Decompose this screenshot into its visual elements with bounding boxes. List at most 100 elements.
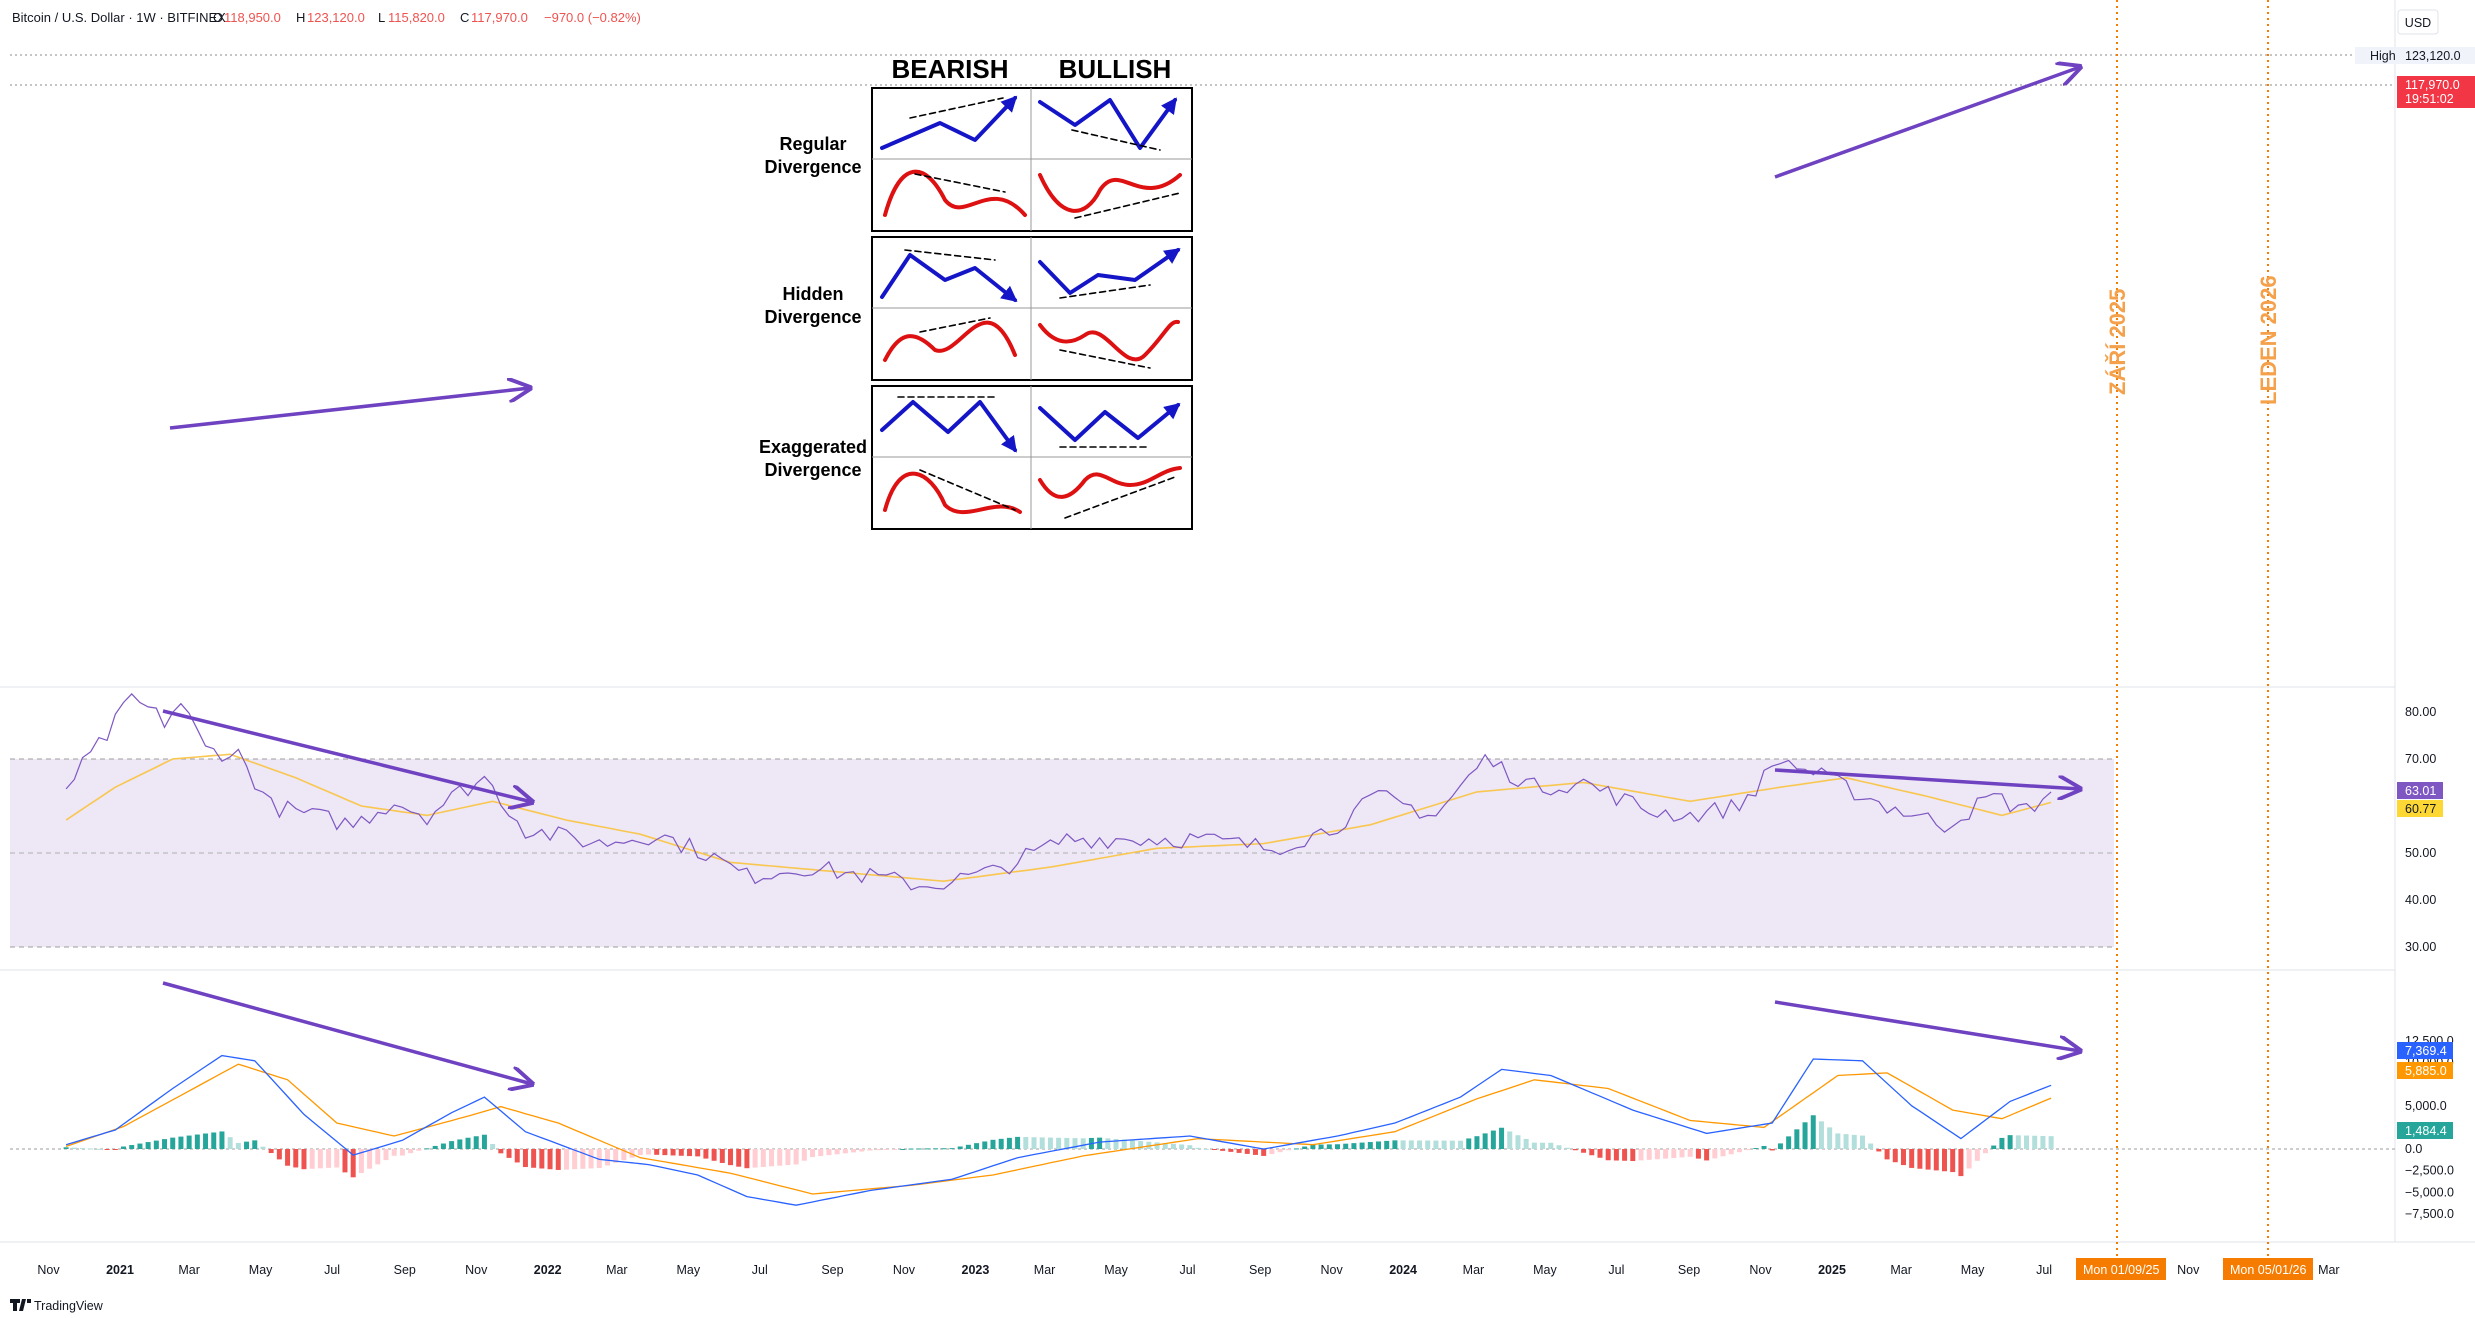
histogram-bar xyxy=(1105,1138,1111,1149)
histogram-bar xyxy=(1966,1149,1972,1169)
price-axis[interactable]: 120,000.0110,000.0100,000.090,000.080,00… xyxy=(2405,0,2461,1221)
histogram-bar xyxy=(883,1149,889,1150)
tradingview-branding[interactable]: TradingView xyxy=(10,1299,104,1313)
histogram-bar xyxy=(1704,1149,1710,1161)
histogram-bar xyxy=(1351,1143,1357,1149)
histogram-bar xyxy=(1876,1149,1882,1152)
time-tick-label: 2023 xyxy=(962,1263,990,1277)
histogram-bar xyxy=(1777,1143,1783,1149)
histogram-bar xyxy=(1695,1149,1701,1159)
macd-series xyxy=(65,1054,2052,1206)
histogram-bar xyxy=(1983,1149,1989,1154)
histogram-bar xyxy=(1384,1140,1390,1149)
histogram-bar xyxy=(769,1149,775,1167)
histogram-bar xyxy=(1974,1149,1980,1161)
price-badges: High 123,120.0 117,970.0 19:51:02 xyxy=(2355,47,2475,108)
histogram-bar xyxy=(137,1143,143,1149)
histogram-bar xyxy=(2048,1136,2054,1149)
event-label: LEDEN 2026 xyxy=(2256,275,2281,405)
histogram-bar xyxy=(1441,1140,1447,1149)
histogram-bar xyxy=(203,1133,209,1149)
divergence-arrow xyxy=(162,981,532,1084)
histogram-bar xyxy=(260,1146,266,1149)
histogram-bar xyxy=(1958,1149,1964,1177)
histogram-bar xyxy=(1712,1149,1718,1159)
macd-badges: 7,369.4 5,885.0 1,484.4 xyxy=(2397,1042,2453,1139)
histogram-bar xyxy=(1064,1137,1070,1149)
histogram-bar xyxy=(933,1148,939,1150)
histogram-bar xyxy=(440,1143,446,1149)
histogram-bar xyxy=(88,1148,94,1150)
histogram-bar xyxy=(2024,1135,2030,1149)
histogram-bar xyxy=(555,1149,561,1170)
histogram-bar xyxy=(1277,1149,1283,1153)
histogram-bar xyxy=(1933,1149,1939,1171)
histogram-bar xyxy=(793,1149,799,1165)
symbol-header[interactable]: Bitcoin / U.S. Dollar · 1W · BITFINEX O … xyxy=(12,10,641,25)
histogram-bar xyxy=(1818,1121,1824,1149)
currency-label[interactable]: USD xyxy=(2405,16,2431,30)
histogram-bar xyxy=(531,1149,537,1168)
low-value: 115,820.0 xyxy=(388,10,445,25)
histogram-bar xyxy=(949,1148,955,1150)
inset-row-label: Hidden xyxy=(783,284,844,304)
change-value: −970.0 (−0.82%) xyxy=(544,10,641,25)
histogram-bar xyxy=(1687,1149,1693,1157)
time-tick-label: Sep xyxy=(1678,1263,1700,1277)
symbol-title[interactable]: Bitcoin / U.S. Dollar · 1W · BITFINEX xyxy=(12,10,226,25)
histogram-bar xyxy=(1474,1136,1480,1149)
histogram-bar xyxy=(572,1149,578,1170)
time-axis[interactable]: Nov 2021 Mar May Jul Sep Nov 2022 Mar May Jul Sep No… xyxy=(37,1263,2339,1277)
histogram-bar xyxy=(908,1148,914,1150)
histogram-bar xyxy=(1999,1137,2005,1149)
histogram-bar xyxy=(80,1148,86,1150)
histogram-bar xyxy=(1843,1134,1849,1149)
histogram-bar xyxy=(1433,1140,1439,1149)
histogram-bar xyxy=(522,1149,528,1168)
last-price-badge: 117,970.0 xyxy=(2405,78,2460,92)
histogram-bar xyxy=(1851,1134,1857,1149)
close-label: C xyxy=(460,10,469,25)
histogram-bar xyxy=(1203,1148,1209,1150)
histogram-bar xyxy=(227,1137,233,1149)
histogram-bar xyxy=(358,1149,364,1173)
histogram-bar xyxy=(383,1149,389,1161)
histogram-bar xyxy=(1031,1137,1037,1149)
time-tick-label: 2022 xyxy=(534,1263,562,1277)
histogram-bar xyxy=(1736,1149,1742,1153)
time-tick-label: May xyxy=(249,1263,273,1277)
inset-row-label: Divergence xyxy=(764,157,861,177)
histogram-bar xyxy=(1039,1137,1045,1149)
histogram-bar xyxy=(63,1147,69,1149)
histogram-bar xyxy=(1162,1143,1168,1149)
histogram-bar xyxy=(1663,1149,1669,1159)
currency-button[interactable]: USD xyxy=(2397,9,2439,35)
histogram-bar xyxy=(1097,1137,1103,1149)
tradingview-logo-icon xyxy=(10,1299,31,1311)
high-badge-value: 123,120.0 xyxy=(2405,49,2461,63)
histogram-bar xyxy=(1605,1149,1611,1161)
histogram-bar xyxy=(1302,1146,1308,1149)
axis-tick-label: 5,000.0 xyxy=(2405,1099,2447,1113)
histogram-bar xyxy=(777,1149,783,1166)
histogram-bar xyxy=(1458,1140,1464,1149)
histogram-bar xyxy=(1252,1149,1258,1155)
histogram-bar xyxy=(990,1139,996,1149)
histogram-bar xyxy=(1613,1149,1619,1161)
histogram-bar xyxy=(1925,1149,1931,1170)
histogram-bar xyxy=(711,1149,717,1161)
rsi-ma-line xyxy=(65,753,2052,883)
event-date-badge: Mon 05/01/26 xyxy=(2230,1263,2306,1277)
histogram-bar xyxy=(2040,1135,2046,1149)
histogram-bar xyxy=(350,1149,356,1178)
time-tick-label: May xyxy=(1961,1263,1985,1277)
histogram-bar xyxy=(408,1149,414,1154)
time-tick-label: 2021 xyxy=(106,1263,134,1277)
divergence-arrow xyxy=(1774,1000,2080,1051)
histogram-bar xyxy=(334,1149,340,1168)
time-tick-label: Jul xyxy=(324,1263,340,1277)
open-value: 118,950.0 xyxy=(224,10,281,25)
brand-name[interactable]: TradingView xyxy=(34,1299,104,1313)
signal-badge: 5,885.0 xyxy=(2405,1064,2447,1078)
